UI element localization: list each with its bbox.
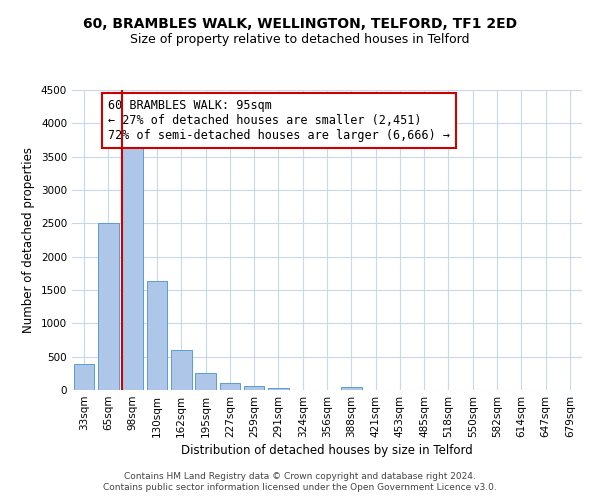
Text: Contains public sector information licensed under the Open Government Licence v3: Contains public sector information licen…	[103, 484, 497, 492]
Text: Contains HM Land Registry data © Crown copyright and database right 2024.: Contains HM Land Registry data © Crown c…	[124, 472, 476, 481]
Bar	[341, 387, 362, 390]
Bar	[220, 383, 240, 390]
Text: 60 BRAMBLES WALK: 95sqm
← 27% of detached houses are smaller (2,451)
72% of semi: 60 BRAMBLES WALK: 95sqm ← 27% of detache…	[108, 99, 450, 142]
Bar	[171, 350, 191, 390]
X-axis label: Distribution of detached houses by size in Telford: Distribution of detached houses by size …	[181, 444, 473, 457]
Text: Size of property relative to detached houses in Telford: Size of property relative to detached ho…	[130, 32, 470, 46]
Bar	[195, 374, 216, 390]
Bar	[122, 140, 143, 390]
Bar	[146, 280, 167, 390]
Text: 60, BRAMBLES WALK, WELLINGTON, TELFORD, TF1 2ED: 60, BRAMBLES WALK, WELLINGTON, TELFORD, …	[83, 18, 517, 32]
Bar	[244, 386, 265, 390]
Bar	[268, 388, 289, 390]
Bar	[74, 364, 94, 390]
Bar	[98, 224, 119, 390]
Y-axis label: Number of detached properties: Number of detached properties	[22, 147, 35, 333]
